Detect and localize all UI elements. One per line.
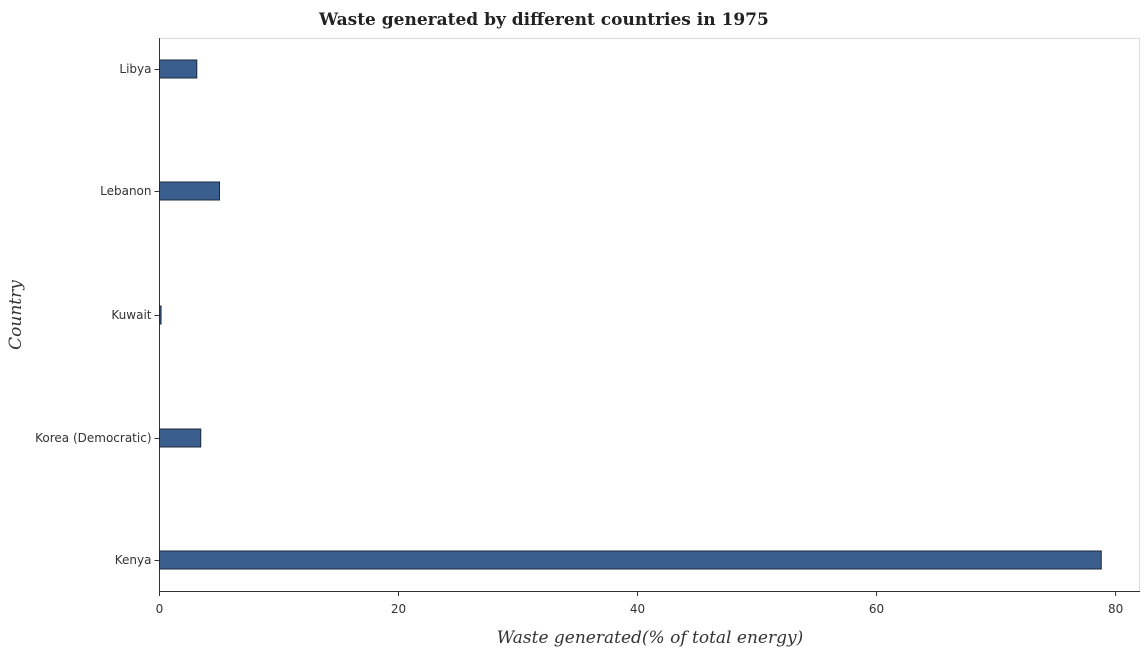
y-tick-label: Korea (Democratic) — [35, 431, 151, 445]
x-tick-label: 80 — [1108, 602, 1123, 616]
y-axis-label: Country — [6, 280, 26, 350]
bar-kenya — [159, 550, 1102, 570]
x-tick-label: 60 — [869, 602, 884, 616]
y-tick-label: Kenya — [115, 553, 152, 567]
bars — [159, 59, 1102, 570]
y-tick-label: Lebanon — [100, 184, 151, 198]
bar-kuwait — [159, 305, 162, 325]
x-ticks: 0 20 40 60 80 — [156, 591, 1123, 616]
chart-title: Waste generated by different countries i… — [318, 10, 769, 30]
x-tick-label: 40 — [630, 602, 645, 616]
bar-libya — [159, 59, 198, 79]
plot-frame — [159, 38, 1140, 592]
x-tick-label: 0 — [156, 602, 164, 616]
bar-lebanon — [159, 181, 220, 201]
y-ticks: Kenya Korea (Democratic) Kuwait Lebanon Liby… — [35, 62, 160, 567]
x-tick-label: 20 — [391, 602, 406, 616]
y-tick-label: Kuwait — [111, 308, 151, 322]
bar-korea-democratic — [159, 428, 202, 448]
y-tick-label: Libya — [119, 62, 151, 76]
x-axis-label: Waste generated(% of total energy) — [497, 628, 803, 648]
